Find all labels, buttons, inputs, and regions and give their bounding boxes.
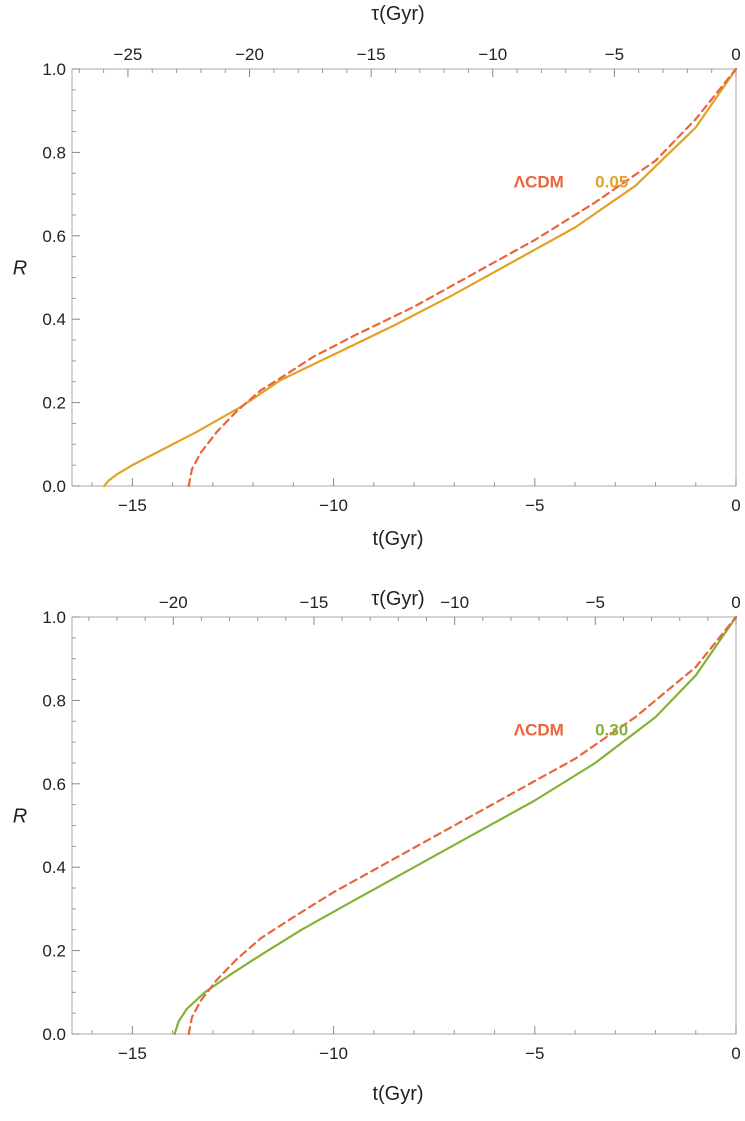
x-tick-label: −10 [319, 496, 348, 515]
y-tick-label: 0.2 [42, 394, 66, 413]
x2-tick-label: −20 [235, 45, 264, 64]
series-line-model [173, 615, 738, 1036]
x2-tick-label: −5 [605, 45, 624, 64]
chart-panel-2: −15 −10 −5 0 −20 −15 −10 −5 0 0.0 0.2 0.4 0.6 0.8 1.0 t… [13, 588, 741, 1105]
y-tick-label: 0.2 [42, 942, 66, 961]
y-tick-label: 0.4 [42, 310, 66, 329]
x-tick-label: 0 [731, 496, 740, 515]
series-annotation: ΛCDM [514, 721, 564, 740]
x2-tick-label: −5 [586, 593, 605, 612]
y-tick-label: 0.0 [42, 477, 66, 496]
x2-tick-label: −25 [114, 45, 143, 64]
series-annotation: ΛCDM [514, 173, 564, 192]
y-tick-label: 0.0 [42, 1025, 66, 1044]
x2-tick-label: −15 [357, 45, 386, 64]
y-tick-label: 1.0 [42, 60, 66, 79]
x-tick-label: 0 [731, 1044, 740, 1063]
series-line-lcdm [187, 67, 738, 488]
y-tick-label: 0.8 [42, 691, 66, 710]
x-tick-label: −15 [118, 496, 147, 515]
x2-tick-label: 0 [731, 593, 740, 612]
x-tick-label: −15 [118, 1044, 147, 1063]
y-axis-title: R [13, 806, 27, 828]
x-axis-title: t(Gyr) [372, 1083, 423, 1105]
y-tick-label: 0.6 [42, 775, 66, 794]
x2-tick-label: −20 [159, 593, 188, 612]
x-tick-label: −5 [525, 496, 544, 515]
x2-tick-label: −10 [478, 45, 507, 64]
series-annotation: 0.05 [595, 173, 628, 192]
series-line-lcdm [187, 615, 738, 1036]
y-tick-label: 0.6 [42, 227, 66, 246]
y-axis-title: R [13, 258, 27, 280]
y-tick-label: 1.0 [42, 608, 66, 627]
plot-frame [71, 616, 737, 1035]
x-tick-label: −10 [319, 1044, 348, 1063]
x2-tick-label: 0 [731, 45, 740, 64]
x-tick-label: −5 [525, 1044, 544, 1063]
x2-axis-title: τ(Gyr) [371, 588, 424, 610]
x-axis-title: t(Gyr) [372, 528, 423, 550]
series-annotation: 0.30 [595, 721, 628, 740]
plot-frame [71, 68, 737, 487]
chart-panel-1: −15 −10 −5 0 −25 −20 −15 −10 −5 0 0.0 0.2 0.4 0.6 0.8 1… [13, 3, 741, 550]
x2-tick-label: −15 [300, 593, 329, 612]
y-tick-label: 0.8 [42, 143, 66, 162]
x2-axis-title: τ(Gyr) [371, 3, 424, 25]
x2-tick-label: −10 [440, 593, 469, 612]
y-tick-label: 0.4 [42, 858, 66, 877]
series-line-model [103, 67, 738, 488]
